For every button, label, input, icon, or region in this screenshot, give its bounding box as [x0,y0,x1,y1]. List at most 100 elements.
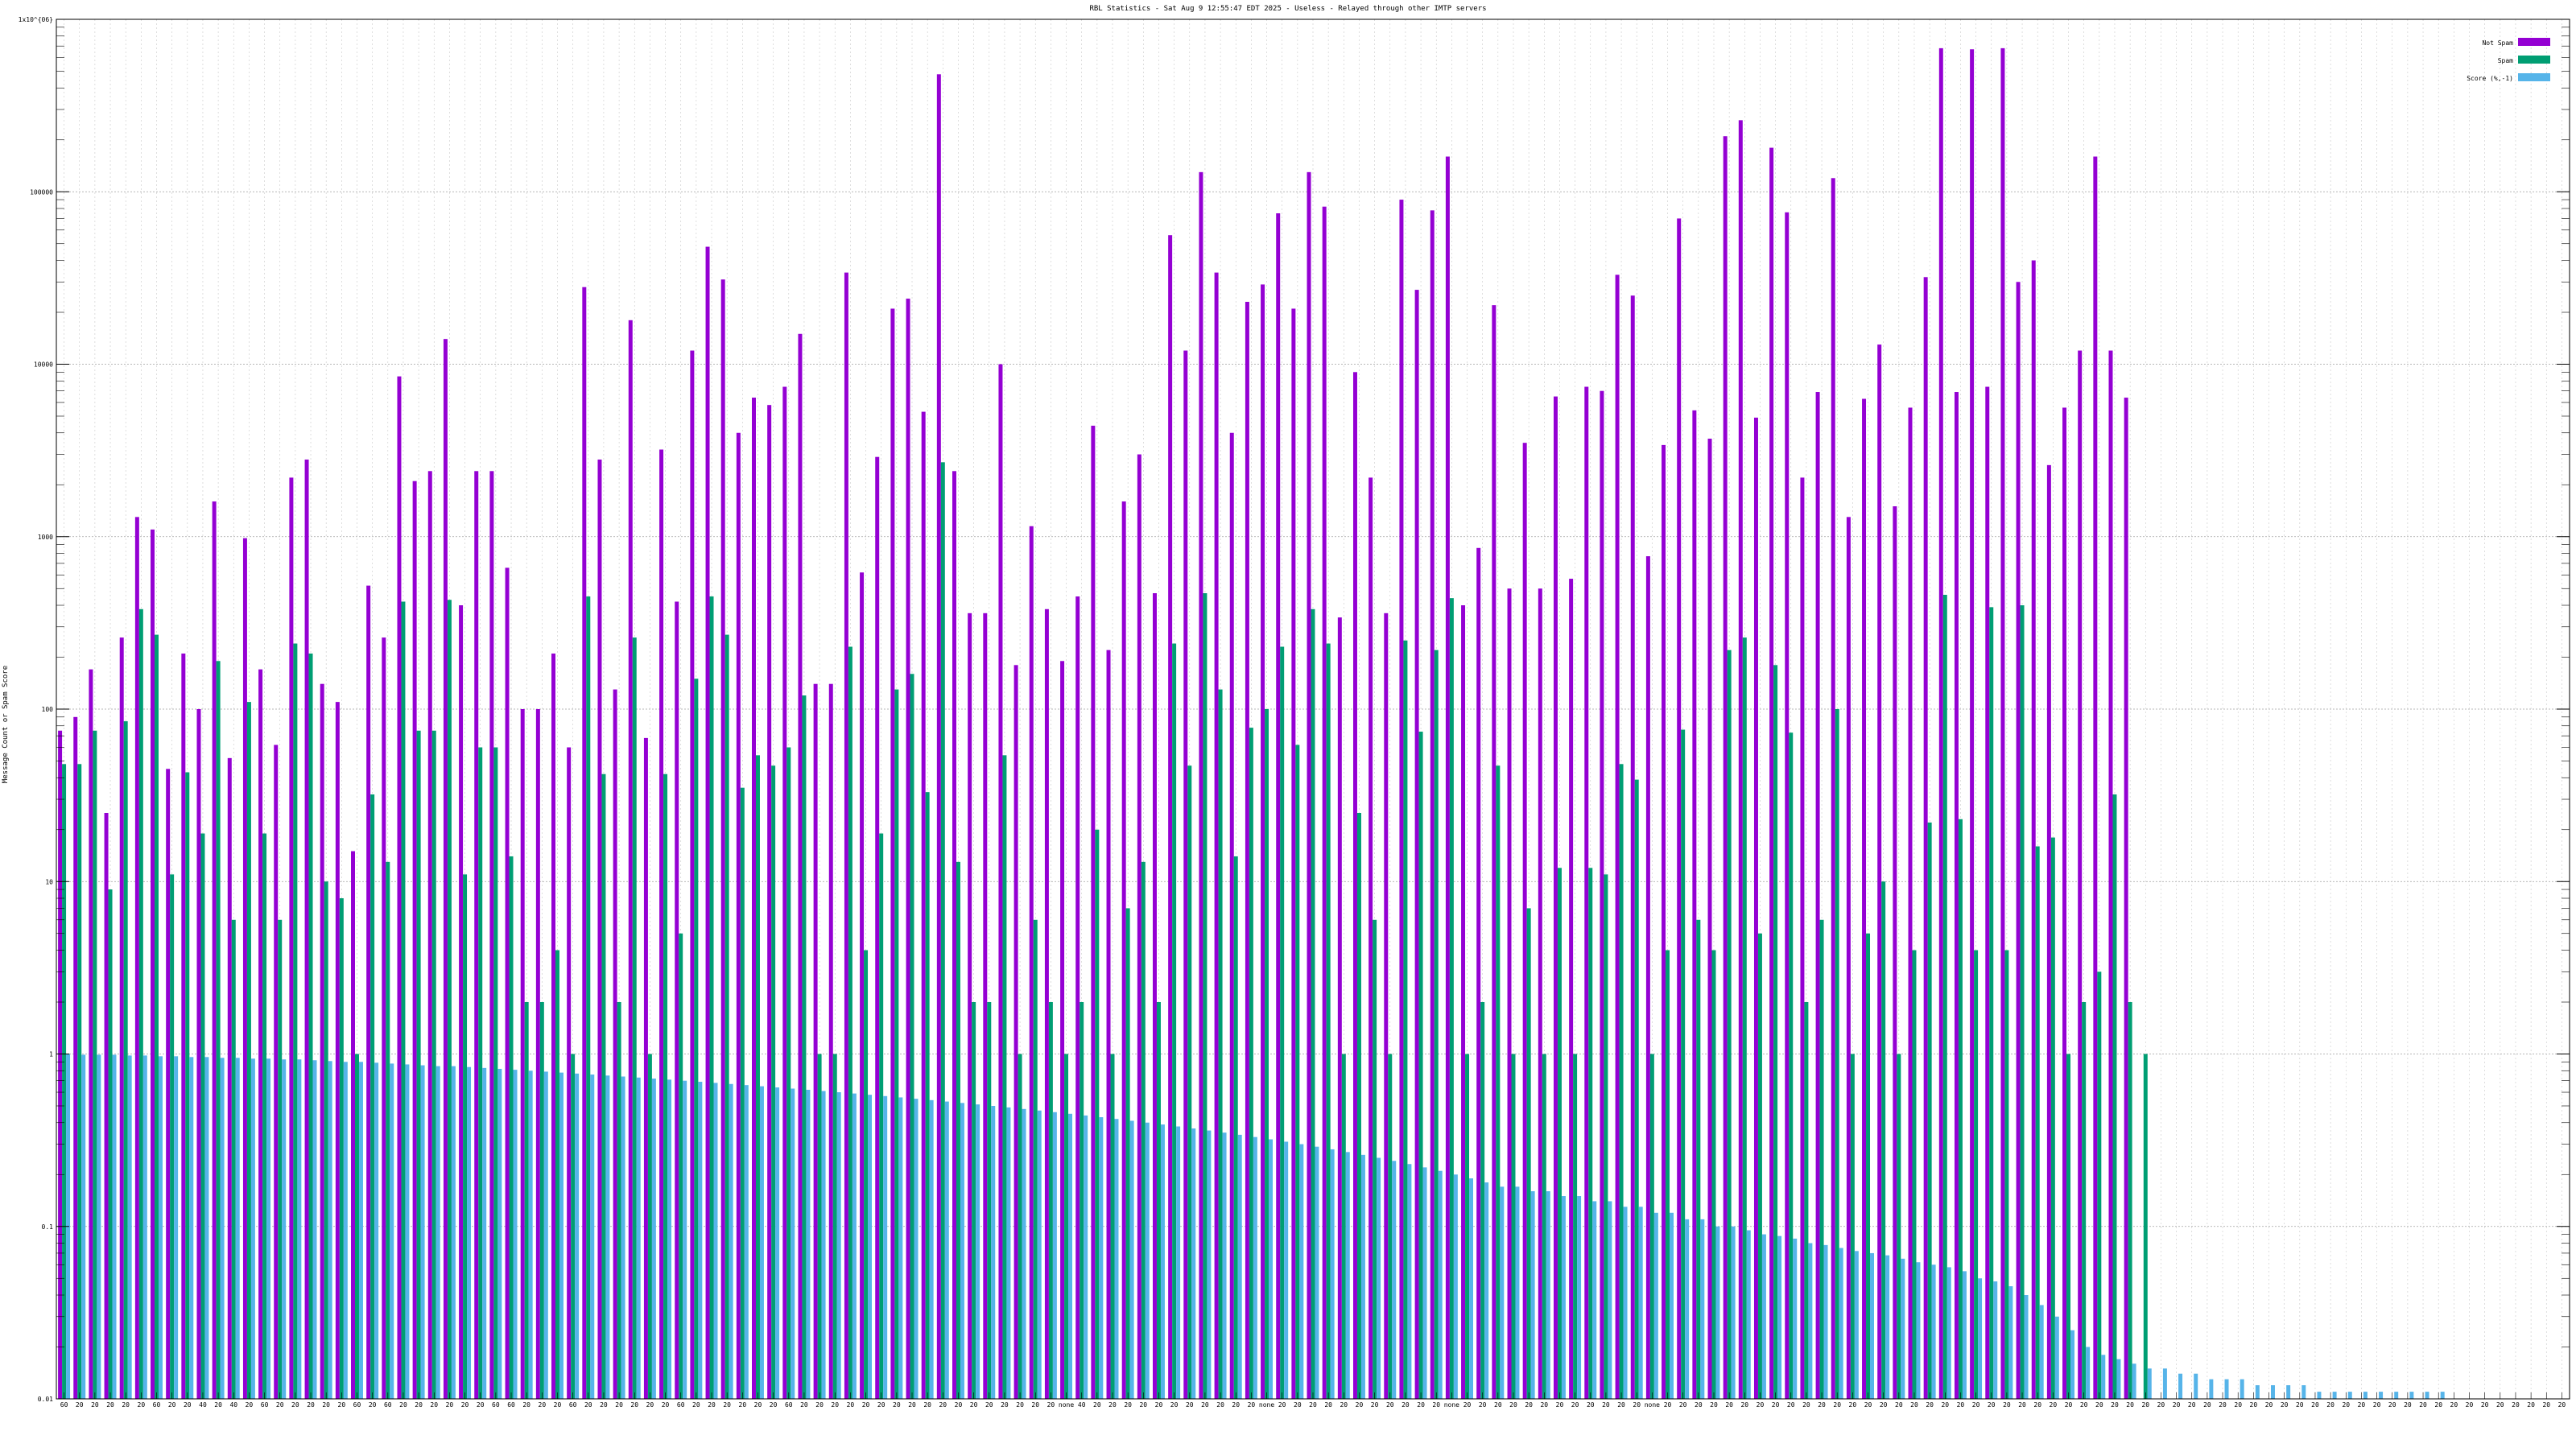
bar-not-spam [983,613,988,1399]
bar-spam [524,1002,529,1399]
x-tick-label: 60 [353,1401,361,1409]
bar-not-spam [1461,605,1466,1399]
bar-score-1 [759,1086,764,1399]
bar-not-spam [1214,272,1219,1400]
x-tick-label: 20 [1479,1401,1487,1409]
bar-not-spam [1800,477,1805,1399]
bar-score-1 [976,1104,980,1399]
bar-spam [447,600,452,1399]
bar-not-spam [736,432,741,1399]
bar-spam [123,721,128,1399]
x-tick-label: 20 [831,1401,839,1409]
bar-spam [1156,1002,1161,1399]
bar-score-1 [2209,1379,2214,1399]
bar-spam [463,874,468,1399]
bar-not-spam [366,585,371,1399]
y-tick-label: 100000 [30,188,53,196]
bar-spam [138,608,143,1399]
x-tick-label: 20 [923,1401,931,1409]
bar-not-spam [1091,425,1096,1399]
bar-not-spam [1769,147,1774,1399]
x-tick-label: 20 [1864,1401,1872,1409]
bar-score-1 [575,1073,580,1399]
bar-not-spam [1522,443,1527,1400]
bar-score-1 [667,1079,672,1399]
bar-score-1 [2379,1392,2384,1399]
bar-spam [571,1054,576,1399]
bar-score-1 [1345,1152,1350,1399]
bar-not-spam [1569,579,1574,1399]
bar-score-1 [374,1062,379,1399]
x-tick-label: 20 [2281,1401,2289,1409]
bar-score-1 [821,1091,826,1399]
bar-score-1 [1191,1128,1196,1399]
bar-spam [1048,1002,1053,1399]
bar-spam [1757,933,1762,1399]
bar-spam [1942,595,1947,1399]
bar-score-1 [2409,1392,2414,1399]
bar-not-spam [1322,206,1327,1400]
x-tick-label: 20 [291,1401,299,1409]
bar-score-1 [2255,1385,2260,1399]
bar-not-spam [1445,156,1450,1399]
bar-not-spam [1384,613,1389,1399]
bar-spam [1604,874,1608,1399]
bar-not-spam [1183,350,1188,1400]
bar-spam [170,874,175,1399]
bar-score-1 [112,1054,117,1399]
x-tick-label: 20 [2481,1401,2489,1409]
bar-spam [972,1002,976,1399]
x-tick-label: 20 [2373,1401,2381,1409]
bar-not-spam [1908,407,1913,1400]
bar-score-1 [1854,1251,1859,1399]
x-tick-label: 20 [369,1401,377,1409]
bar-score-1 [1577,1196,1582,1399]
x-tick-label: 20 [1324,1401,1332,1409]
bar-score-1 [1808,1243,1813,1399]
bar-spam [1989,607,1994,1399]
bar-not-spam [1677,218,1682,1399]
bar-spam [1850,1054,1855,1399]
bar-spam [1511,1054,1516,1399]
bar-score-1 [991,1105,996,1399]
x-tick-label: 20 [246,1401,254,1409]
bar-spam [539,1002,544,1399]
bar-score-1 [2178,1373,2183,1399]
x-tick-label: 20 [2126,1401,2134,1409]
bar-not-spam [1615,274,1620,1399]
x-tick-label: 20 [1139,1401,1147,1409]
bar-score-1 [898,1097,903,1399]
bar-score-1 [1484,1182,1489,1399]
bar-score-1 [1422,1167,1427,1399]
bar-score-1 [2317,1392,2322,1399]
x-tick-label: 20 [1849,1401,1857,1409]
x-tick-label: 20 [91,1401,99,1409]
x-tick-label: 20 [2065,1401,2073,1409]
x-tick-label: 20 [122,1401,130,1409]
x-tick-label: 20 [2003,1401,2011,1409]
bar-not-spam [320,683,324,1399]
bar-score-1 [1160,1124,1165,1399]
bar-not-spam [752,398,756,1400]
bar-score-1 [2347,1392,2352,1399]
bar-not-spam [1662,444,1666,1399]
bar-spam [1356,812,1361,1399]
x-tick-label: 20 [2434,1401,2442,1409]
x-tick-label: 20 [800,1401,808,1409]
bar-spam [1588,868,1593,1399]
bar-spam [2143,1054,2148,1399]
bar-spam [431,730,436,1399]
bar-not-spam [274,745,279,1399]
x-tick-label: 20 [138,1401,146,1409]
x-tick-label: 20 [477,1401,485,1409]
bar-spam [1403,640,1408,1399]
x-tick-label: 20 [1494,1401,1502,1409]
x-tick-label: 20 [2173,1401,2181,1409]
x-tick-label: 20 [338,1401,346,1409]
bar-not-spam [705,246,710,1399]
bar-score-1 [1052,1112,1057,1399]
x-tick-label: 20 [708,1401,716,1409]
bar-not-spam [720,279,725,1399]
bar-score-1 [2162,1368,2167,1399]
